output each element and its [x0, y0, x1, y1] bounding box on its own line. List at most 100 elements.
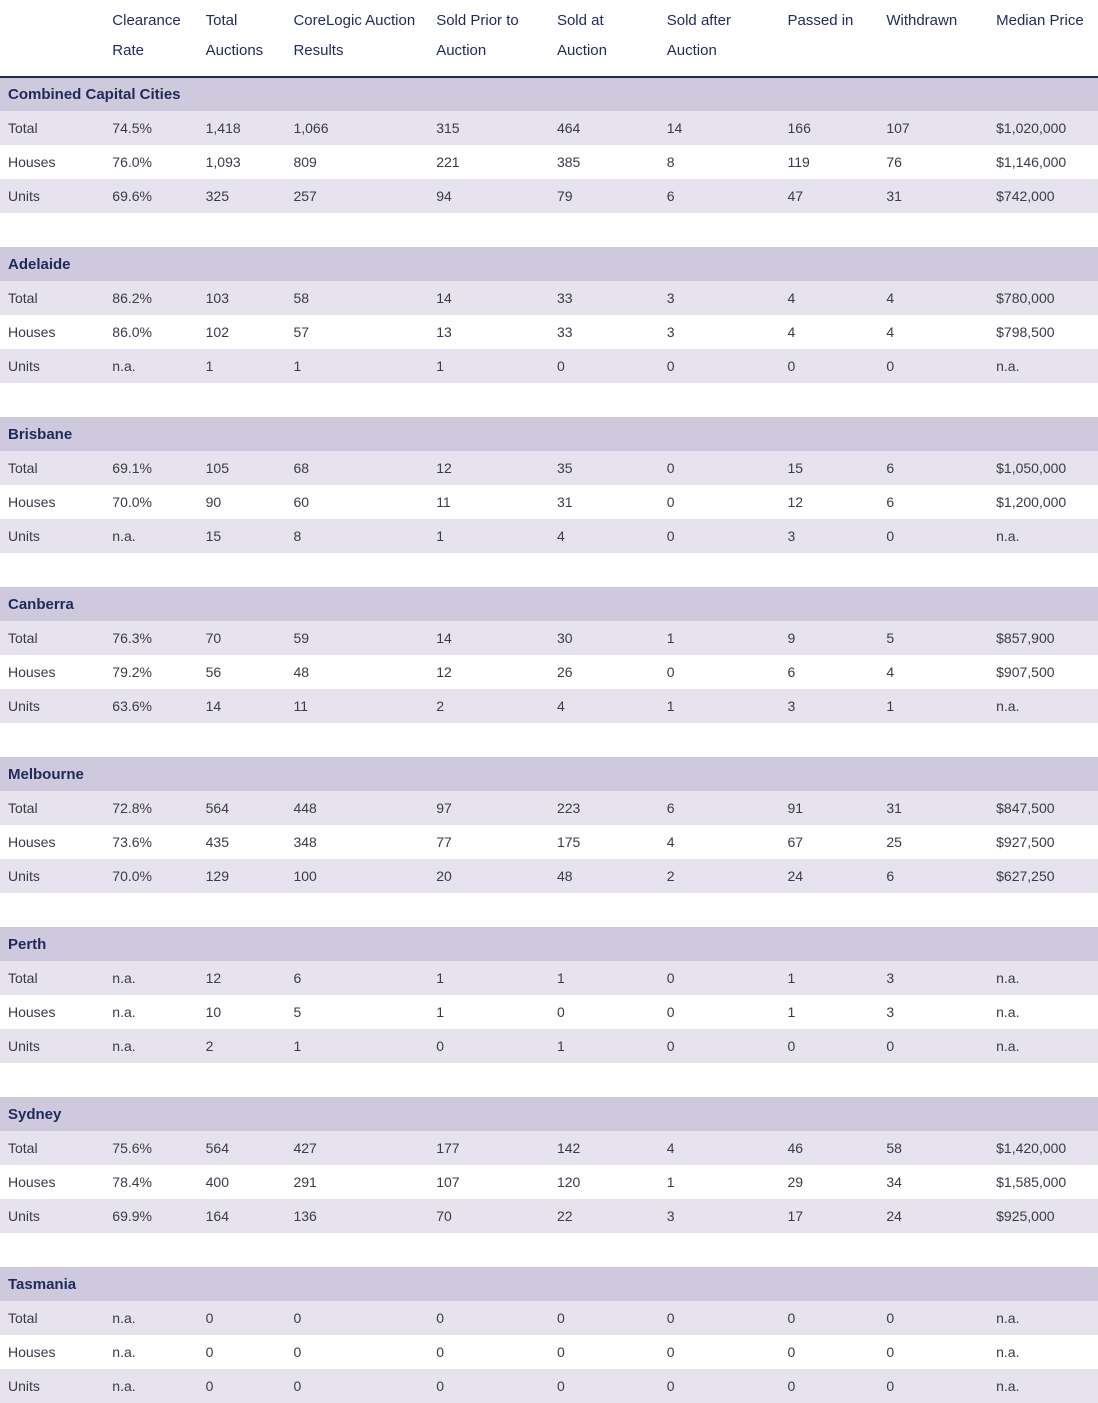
cell: n.a. [104, 995, 197, 1029]
cell: 0 [780, 349, 879, 383]
cell: $927,500 [988, 825, 1098, 859]
spacer-cell [0, 383, 1098, 417]
cell: 11 [285, 689, 428, 723]
group-name: Brisbane [0, 417, 1098, 451]
col-header-results: CoreLogic Auction Results [285, 0, 428, 77]
cell: 30 [549, 621, 659, 655]
table-row: Totaln.a.0000000n.a. [0, 1301, 1098, 1335]
group-header-row: Sydney [0, 1097, 1098, 1131]
table-row: Total72.8%5644489722369131$847,500 [0, 791, 1098, 825]
cell: 0 [285, 1301, 428, 1335]
cell: 6 [659, 179, 780, 213]
cell: n.a. [988, 995, 1098, 1029]
cell: 4 [659, 825, 780, 859]
cell: n.a. [988, 1301, 1098, 1335]
cell: 14 [659, 111, 780, 145]
cell: 47 [780, 179, 879, 213]
cell: 107 [428, 1165, 549, 1199]
cell: 136 [285, 1199, 428, 1233]
cell: n.a. [104, 1335, 197, 1369]
cell: 100 [285, 859, 428, 893]
cell: 3 [878, 961, 988, 995]
cell: 564 [198, 1131, 286, 1165]
cell: 59 [285, 621, 428, 655]
cell: 5 [878, 621, 988, 655]
cell: $1,200,000 [988, 485, 1098, 519]
cell: 33 [549, 315, 659, 349]
row-label: Houses [0, 1165, 104, 1199]
cell: 0 [780, 1029, 879, 1063]
row-label: Houses [0, 1335, 104, 1369]
cell: 164 [198, 1199, 286, 1233]
table-row: Houses86.0%102571333344$798,500 [0, 315, 1098, 349]
cell: 315 [428, 111, 549, 145]
cell: 4 [780, 315, 879, 349]
col-header-total: Total Auctions [198, 0, 286, 77]
cell: 102 [198, 315, 286, 349]
cell: 6 [878, 485, 988, 519]
table-row: Units70.0%12910020482246$627,250 [0, 859, 1098, 893]
cell: 175 [549, 825, 659, 859]
cell: 103 [198, 281, 286, 315]
cell: 6 [878, 859, 988, 893]
cell: 14 [198, 689, 286, 723]
spacer-cell [0, 553, 1098, 587]
row-label: Units [0, 1369, 104, 1403]
table-row: Unitsn.a.0000000n.a. [0, 1369, 1098, 1403]
row-label: Units [0, 1029, 104, 1063]
cell: 56 [198, 655, 286, 689]
row-label: Total [0, 1131, 104, 1165]
cell: 69.9% [104, 1199, 197, 1233]
cell: 385 [549, 145, 659, 179]
table-row: Houses70.0%906011310126$1,200,000 [0, 485, 1098, 519]
cell: 74.5% [104, 111, 197, 145]
cell: $1,020,000 [988, 111, 1098, 145]
cell: 6 [659, 791, 780, 825]
cell: 0 [549, 1301, 659, 1335]
group-name: Sydney [0, 1097, 1098, 1131]
cell: 76 [878, 145, 988, 179]
cell: 58 [878, 1131, 988, 1165]
cell: 57 [285, 315, 428, 349]
group-header-row: Combined Capital Cities [0, 77, 1098, 111]
cell: 48 [285, 655, 428, 689]
cell: 90 [198, 485, 286, 519]
cell: 257 [285, 179, 428, 213]
cell: n.a. [988, 519, 1098, 553]
header-row: Clearance Rate Total Auctions CoreLogic … [0, 0, 1098, 77]
cell: 33 [549, 281, 659, 315]
cell: 31 [549, 485, 659, 519]
cell: 1 [780, 961, 879, 995]
cell: 0 [285, 1369, 428, 1403]
cell: n.a. [104, 1369, 197, 1403]
cell: 0 [549, 995, 659, 1029]
cell: 0 [428, 1369, 549, 1403]
cell: 15 [198, 519, 286, 553]
row-label: Houses [0, 825, 104, 859]
col-header-clearance: Clearance Rate [104, 0, 197, 77]
cell: 1 [878, 689, 988, 723]
cell: 4 [878, 315, 988, 349]
row-label: Units [0, 179, 104, 213]
cell: 13 [428, 315, 549, 349]
cell: 24 [780, 859, 879, 893]
cell: $847,500 [988, 791, 1098, 825]
cell: 15 [780, 451, 879, 485]
cell: 25 [878, 825, 988, 859]
cell: 94 [428, 179, 549, 213]
cell: 4 [780, 281, 879, 315]
spacer-cell [0, 893, 1098, 927]
cell: 6 [780, 655, 879, 689]
cell: 0 [659, 451, 780, 485]
spacer-row [0, 553, 1098, 587]
cell: 69.1% [104, 451, 197, 485]
table-row: Total76.3%70591430195$857,900 [0, 621, 1098, 655]
table-row: Total74.5%1,4181,06631546414166107$1,020… [0, 111, 1098, 145]
table-row: Unitsn.a.1110000n.a. [0, 349, 1098, 383]
cell: 0 [428, 1029, 549, 1063]
cell: 105 [198, 451, 286, 485]
cell: n.a. [988, 1369, 1098, 1403]
cell: 17 [780, 1199, 879, 1233]
cell: 3 [780, 689, 879, 723]
cell: 48 [549, 859, 659, 893]
